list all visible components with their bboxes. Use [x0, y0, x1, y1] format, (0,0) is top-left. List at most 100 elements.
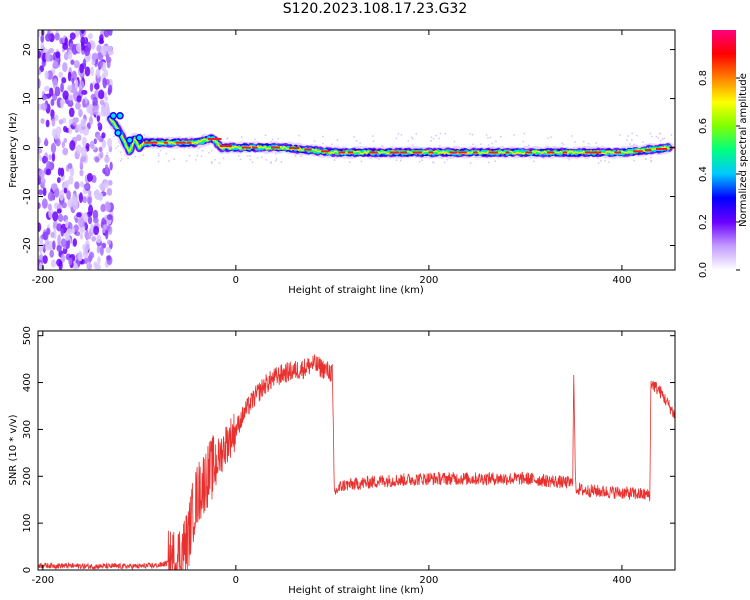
snr-plot-area [38, 331, 675, 570]
spectrogram-speckle [60, 238, 67, 247]
spectrogram-faint-dot [500, 136, 502, 138]
spectrogram-faint-dot [237, 155, 240, 157]
spectrogram-faint-dot [270, 162, 272, 164]
spectrogram-peak-mark [525, 151, 533, 154]
spectrogram-faint-dot [444, 132, 447, 135]
spectrogram-speckle [80, 30, 85, 34]
spectrogram-speckle [40, 42, 44, 50]
spectrogram-faint-dot [604, 159, 606, 162]
spectrogram-peak-mark [458, 151, 467, 154]
spectrogram-speckle [88, 32, 93, 40]
spectrogram-speckle [75, 43, 82, 53]
spectrogram-speckle [38, 222, 42, 232]
snr-ytick-label: 500 [22, 326, 33, 345]
spectrogram-faint-dot [439, 145, 441, 147]
spectrogram-peak-mark [304, 148, 312, 151]
spectrogram-faint-dot [421, 159, 423, 161]
spectrogram-speckle [99, 37, 104, 44]
spectrogram-speckle [56, 208, 62, 214]
spectrogram-speckle [58, 71, 64, 79]
spectrogram-xtick-label: 200 [419, 275, 438, 286]
spectrogram-speckle [58, 260, 63, 270]
spectrogram-ridge [105, 111, 675, 159]
spectrogram-speckle [105, 225, 111, 231]
spectrogram-speckle [66, 190, 72, 200]
spectrogram-faint-dot [271, 138, 274, 141]
spectrogram-speckle [91, 53, 97, 62]
spectrogram-speckle [48, 154, 52, 161]
spectrogram-speckle [87, 196, 92, 205]
spectrogram-faint-dot [356, 140, 358, 142]
spectrogram-speckle [92, 96, 98, 107]
spectrogram-faint-dot [239, 158, 242, 161]
spectrogram-speckle [106, 214, 113, 221]
spectrogram-speckle [67, 49, 73, 60]
spectrogram-speckle [92, 105, 99, 115]
spectrogram-speckle [41, 94, 48, 101]
spectrogram-faint-dot [165, 152, 168, 155]
spectrogram-speckle [78, 192, 83, 204]
spectrogram-faint-dot [412, 138, 414, 140]
spectrogram-speckle [47, 203, 52, 211]
spectrogram-faint-dot [469, 162, 472, 164]
spectrogram-speckle [74, 217, 79, 224]
spectrogram-speckle [62, 62, 68, 73]
spectrogram-speckle [94, 156, 100, 163]
spectrogram-faint-dot [411, 144, 414, 146]
spectrogram-faint-dot [561, 142, 563, 144]
spectrogram-speckle [38, 189, 44, 196]
spectrogram-faint-dot [333, 159, 336, 161]
spectrogram-speckle [64, 231, 70, 241]
spectrogram-speckle [62, 147, 69, 156]
spectrogram-faint-dot [211, 162, 213, 164]
spectrogram-speckle [80, 146, 87, 157]
spectrogram-faint-dot [574, 141, 576, 143]
spectrogram-ridge-band [109, 117, 671, 156]
spectrogram-speckle [52, 59, 59, 69]
spectrogram-speckle [99, 245, 104, 256]
snr-frame [37, 330, 676, 571]
spectrogram-speckle [38, 247, 43, 253]
spectrogram-peak-mark [546, 151, 555, 154]
spectrogram-faint-dot [400, 134, 403, 136]
spectrogram-faint-dot [487, 137, 489, 139]
spectrogram-faint-dot [300, 155, 302, 157]
spectrogram-peak-mark [399, 151, 408, 154]
spectrogram-speckle [55, 126, 62, 135]
spectrogram-faint-dot [381, 144, 384, 147]
spectrogram-speckle [96, 44, 102, 52]
spectrogram-speckle [76, 212, 82, 218]
spectrogram-faint-dot [127, 157, 129, 160]
spectrogram-faint-dot [533, 160, 535, 163]
spectrogram-faint-dot [349, 161, 351, 163]
spectrogram-speckle [97, 192, 104, 200]
spectrogram-speckle [50, 259, 57, 268]
spectrogram-faint-dot [157, 160, 160, 163]
spectrogram-faint-dot [633, 143, 635, 146]
spectrogram-speckle [48, 47, 54, 54]
spectrogram-speckle [78, 108, 83, 118]
spectrogram-speckle [76, 134, 82, 142]
spectrogram-faint-dot [277, 138, 279, 140]
spectrogram-faint-dot [395, 159, 398, 161]
spectrogram-faint-dot [655, 135, 658, 138]
spectrogram-peak-mark [252, 146, 258, 149]
spectrogram-faint-dot [264, 134, 267, 137]
spectrogram-speckle [90, 223, 94, 233]
spectrogram-speckle [62, 90, 69, 100]
spectrogram-faint-dot [322, 142, 324, 145]
spectrogram-speckle [88, 251, 95, 259]
spectrogram-speckle [57, 234, 61, 246]
spectrogram-peak-mark [338, 151, 346, 154]
spectrogram-speckle [51, 118, 56, 127]
spectrogram-speckle [100, 203, 107, 213]
spectrogram-faint-dot [568, 158, 570, 161]
spectrogram-panel: -200 0 200 400 -20 -10 0 10 20 Height of straigh… [8, 29, 676, 296]
spectrogram-faint-dot [353, 136, 355, 138]
snr-ytick-label: 400 [22, 373, 33, 392]
spectrogram-speckle [75, 101, 81, 110]
spectrogram-xlabel: Height of straight line (km) [288, 285, 424, 296]
spectrogram-faint-dot [488, 161, 490, 164]
spectrogram-peak-mark [488, 151, 499, 154]
spectrogram-ticks: -200 0 200 400 -20 -10 0 10 20 [22, 30, 675, 286]
